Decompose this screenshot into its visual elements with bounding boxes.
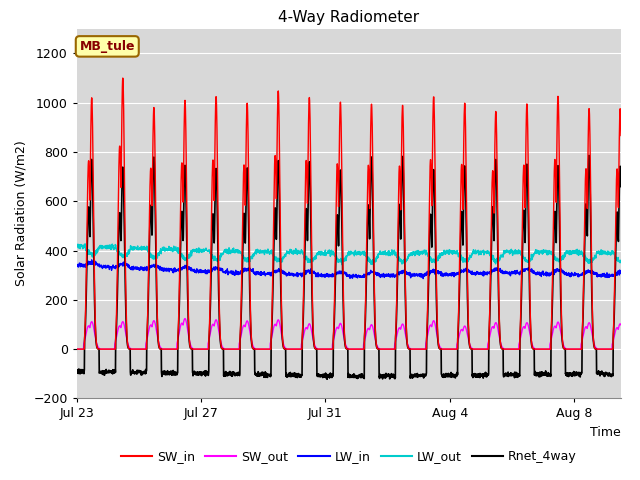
Rnet_4way [632,373,640,379]
LW_out [339,262,346,268]
Line: LW_out: LW_out [77,244,636,265]
SW_out [127,346,135,352]
SW_in [561,346,568,352]
SW_in [161,346,169,352]
LW_in [419,276,427,281]
Line: SW_in: SW_in [77,78,636,349]
Rnet_4way [323,376,331,382]
Rnet_4way [585,153,593,158]
LW_out [127,247,135,252]
LW_in [88,257,95,263]
Y-axis label: Solar Radiation (W/m2): Solar Radiation (W/m2) [15,141,28,287]
Rnet_4way [561,346,568,352]
SW_out [374,345,382,351]
Rnet_4way [197,371,205,376]
LW_out [375,251,383,257]
LW_in [73,262,81,267]
Line: SW_out: SW_out [77,319,636,349]
Title: 4-Way Radiometer: 4-Way Radiometer [278,10,419,25]
SW_in [374,346,382,352]
LW_in [632,275,640,280]
Rnet_4way [374,346,382,352]
LW_in [197,269,205,275]
SW_out [561,344,568,350]
LW_out [276,256,284,262]
LW_out [73,241,81,247]
SW_in [127,346,135,352]
SW_out [632,346,640,352]
LW_out [81,241,89,247]
Rnet_4way [73,369,81,375]
Rnet_4way [161,371,168,377]
Text: MB_tule: MB_tule [79,40,135,53]
SW_in [632,346,640,352]
LW_out [561,252,568,258]
LW_in [127,267,135,273]
LW_in [374,273,382,278]
LW_out [632,252,640,257]
SW_in [73,346,81,352]
SW_out [73,346,81,352]
Rnet_4way [276,222,284,228]
SW_in [197,346,205,352]
LW_in [161,267,169,273]
SW_out [161,346,168,352]
Legend: SW_in, SW_out, LW_in, LW_out, Rnet_4way: SW_in, SW_out, LW_in, LW_out, Rnet_4way [116,445,582,468]
SW_in [276,196,284,202]
SW_in [119,75,127,81]
Line: LW_in: LW_in [77,260,636,278]
Line: Rnet_4way: Rnet_4way [77,156,636,379]
LW_out [197,248,205,254]
LW_out [161,248,169,254]
LW_in [276,267,284,273]
SW_out [197,346,205,352]
Rnet_4way [127,369,135,374]
SW_out [181,316,189,322]
X-axis label: Time: Time [590,426,621,439]
LW_in [561,269,568,275]
SW_out [276,322,284,328]
